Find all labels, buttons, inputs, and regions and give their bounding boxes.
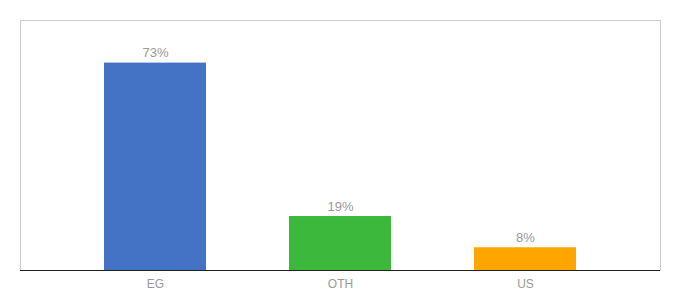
svg-text:73%: 73% xyxy=(142,45,168,60)
svg-text:19%: 19% xyxy=(327,199,353,214)
svg-text:8%: 8% xyxy=(516,230,535,245)
svg-text:EG: EG xyxy=(147,277,164,291)
svg-text:US: US xyxy=(517,277,534,291)
svg-text:OTH: OTH xyxy=(328,277,353,291)
